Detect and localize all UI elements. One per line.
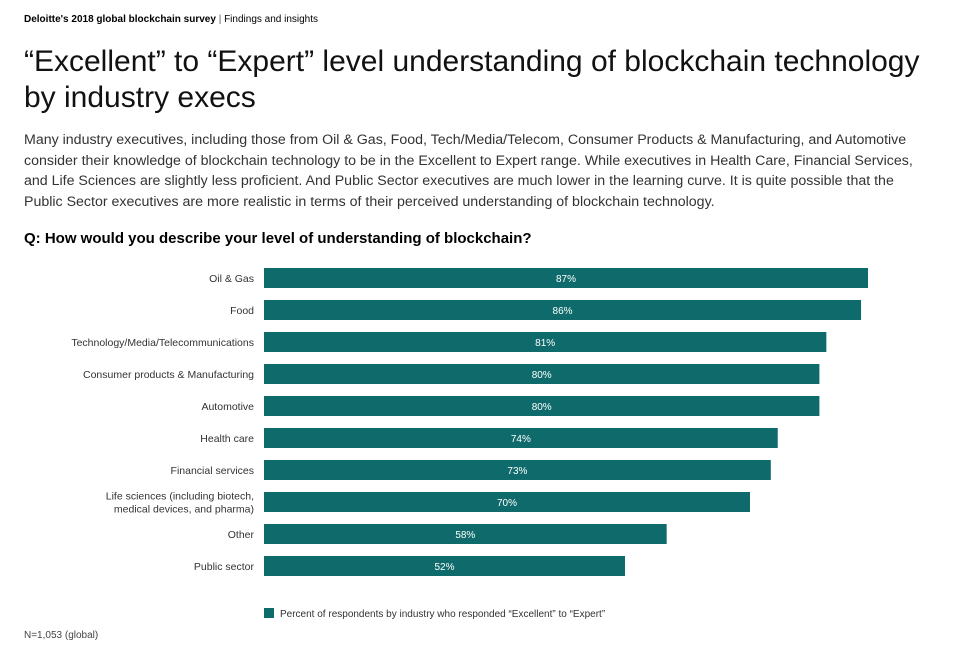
category-label: Oil & Gas: [209, 273, 254, 285]
bar: [264, 460, 771, 480]
bar-value-label: 70%: [497, 498, 517, 509]
bar: [264, 268, 868, 288]
category-label-line: Financial services: [171, 465, 254, 477]
category-label-line: Oil & Gas: [209, 273, 254, 285]
section-name: Findings and insights: [224, 14, 319, 25]
category-label: Public sector: [194, 561, 255, 573]
bar-value-label: 58%: [455, 530, 475, 541]
category-label: Financial services: [171, 465, 254, 477]
bar: [264, 492, 750, 512]
category-label-line: Life sciences (including biotech,: [106, 491, 254, 503]
category-label: Technology/Media/Telecommunications: [71, 337, 254, 349]
category-label-line: Other: [228, 529, 255, 541]
sample-size-footnote: N=1,053 (global): [24, 630, 99, 641]
intro-paragraph: Many industry executives, including thos…: [24, 132, 913, 210]
bar-value-label: 52%: [434, 562, 454, 573]
bar-value-label: 87%: [556, 274, 576, 285]
category-label-line: Food: [230, 305, 254, 317]
bar-value-label: 80%: [532, 370, 552, 381]
bar: [264, 428, 778, 448]
bar: [264, 396, 820, 416]
bar-value-label: 80%: [532, 402, 552, 413]
bar: [264, 556, 626, 576]
legend-label: Percent of respondents by industry who r…: [280, 609, 605, 620]
category-label: Life sciences (including biotech, medical…: [106, 491, 254, 516]
header-separator: |: [218, 14, 222, 25]
bar-value-label: 86%: [553, 306, 573, 317]
page-title: “Excellent” to “Expert” level understand…: [24, 45, 920, 114]
survey-name: Deloitte's 2018 global blockchain survey: [24, 14, 216, 25]
category-label: Automotive: [201, 401, 254, 413]
category-label-line: medical devices, and pharma): [114, 504, 254, 516]
bar: [264, 300, 862, 320]
bar-value-label: 74%: [511, 434, 531, 445]
category-label: Food: [230, 305, 254, 317]
survey-question: Q: How would you describe your level of …: [24, 230, 532, 247]
header-line: Deloitte's 2018 global blockchain survey…: [24, 14, 318, 25]
bar: [264, 524, 667, 544]
category-label-line: Health care: [200, 433, 254, 445]
category-label: Other: [228, 529, 255, 541]
bar: [264, 332, 827, 352]
bar-value-label: 73%: [507, 466, 527, 477]
category-label-line: Consumer products & Manufacturing: [83, 369, 254, 381]
bar: [264, 364, 820, 384]
bar-value-label: 81%: [535, 338, 555, 349]
category-label: Consumer products & Manufacturing: [83, 369, 254, 381]
legend-swatch: [264, 608, 274, 618]
industry-bar-chart: Oil & Gas 87% Food 86% Technology/Media/Tele…: [71, 268, 868, 620]
category-label-line: Public sector: [194, 561, 255, 573]
category-label: Health care: [200, 433, 254, 445]
category-label-line: Technology/Media/Telecommunications: [71, 337, 254, 349]
category-label-line: Automotive: [201, 401, 254, 413]
